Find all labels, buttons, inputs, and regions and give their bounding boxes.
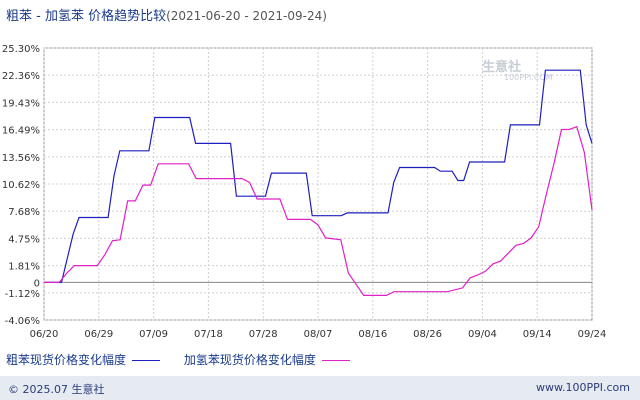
watermark-logo: 生意社 100PPI.COM <box>482 56 553 82</box>
legend-item-crude-benzene: 粗苯现货价格变化幅度 <box>6 351 161 368</box>
y-tick-label: -4.06% <box>5 316 40 327</box>
chart-plot: 25.30% 22.36% 19.43% 16.49% 13.56% 10.62% 7.68… <box>2 44 607 340</box>
footer-copyright: © 2025.07 生意社 <box>8 383 105 396</box>
y-tick-label: 19.43% <box>2 98 40 109</box>
x-tick-label: 08/16 <box>358 329 387 340</box>
x-tick-label: 06/29 <box>84 329 113 340</box>
y-tick-label: 0 <box>34 278 40 289</box>
x-tick-label: 08/07 <box>304 329 333 340</box>
x-tick-label: 08/26 <box>413 329 442 340</box>
x-tick-label: 07/18 <box>194 329 223 340</box>
y-tick-label: 13.56% <box>2 153 40 164</box>
y-tick-label: 22.36% <box>2 71 40 82</box>
y-tick-label: 4.75% <box>8 234 40 245</box>
x-tick-label: 09/14 <box>523 329 552 340</box>
watermark-main: 生意社 <box>482 60 522 75</box>
watermark-sub: 100PPI.COM <box>504 73 553 82</box>
y-tick-label: -1.12% <box>5 289 40 300</box>
y-tick-label: 10.62% <box>2 180 40 191</box>
x-tick-label: 09/04 <box>468 329 497 340</box>
chart-date-range: (2021-06-20 - 2021-09-24) <box>166 9 327 23</box>
legend-label-crude-benzene: 粗苯现货价格变化幅度 <box>6 353 127 367</box>
y-tick-label: 1.81% <box>8 262 40 273</box>
y-tick-label: 16.49% <box>2 126 40 137</box>
y-tick-label: 25.30% <box>2 44 40 55</box>
chart-legend: 粗苯现货价格变化幅度 加氢苯现货价格变化幅度 <box>6 351 370 368</box>
legend-swatch-crude-benzene <box>132 360 161 361</box>
legend-swatch-hydrogenated-benzene <box>321 360 350 361</box>
x-tick-label: 06/20 <box>30 329 59 340</box>
x-tick-label: 07/28 <box>249 329 278 340</box>
chart-title: 粗苯 - 加氢苯 价格趋势比较(2021-06-20 - 2021-09-24) <box>6 5 327 24</box>
x-tick-label: 09/24 <box>578 329 607 340</box>
legend-item-hydrogenated-benzene: 加氢苯现货价格变化幅度 <box>184 351 350 368</box>
series-line-hydrogenated-benzene <box>44 125 593 296</box>
footer-bar: © 2025.07 生意社 www.100PPI.com <box>0 376 640 400</box>
y-tick-label: 7.68% <box>8 207 40 218</box>
footer-site-link[interactable]: www.100PPI.com <box>536 381 630 394</box>
chart-title-main: 粗苯 - 加氢苯 价格趋势比较 <box>6 9 167 24</box>
legend-label-hydrogenated-benzene: 加氢苯现货价格变化幅度 <box>183 353 316 367</box>
series-line-crude-benzene <box>44 69 593 283</box>
x-tick-label: 07/09 <box>139 329 168 340</box>
